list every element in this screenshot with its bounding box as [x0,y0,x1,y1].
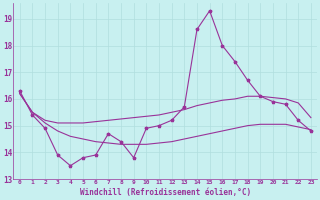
X-axis label: Windchill (Refroidissement éolien,°C): Windchill (Refroidissement éolien,°C) [80,188,251,197]
